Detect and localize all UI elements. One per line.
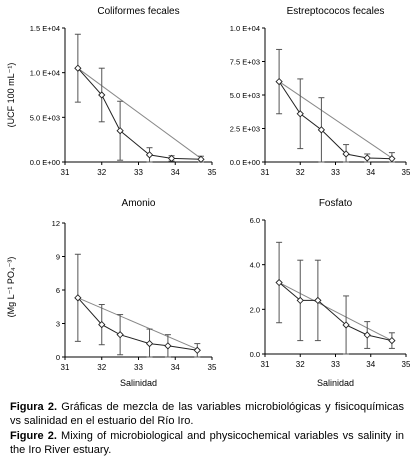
data-point [116, 127, 124, 135]
data-point [314, 296, 322, 305]
x-tick-label: 31 [61, 168, 70, 177]
x-tick-label: 31 [261, 360, 270, 369]
chart-title: Coliformes fecales [97, 6, 179, 17]
x-tick-label: 32 [296, 360, 305, 369]
chart-title: Estreptococos fecales [287, 6, 385, 17]
mixing-line [278, 81, 393, 159]
data-point [164, 342, 172, 350]
chart-panel-3: Amonio 0 3 6 9 12 31 32 33 34 35 Salinidad [52, 198, 217, 388]
x-tick-label: 34 [171, 168, 180, 177]
data-point [388, 155, 396, 163]
caption-spanish: Figura 2. Gráficas de mezcla de las vari… [10, 401, 404, 428]
data-point [275, 278, 283, 287]
data-point [342, 321, 350, 329]
y-tick-label: 1.0 E+04 [30, 69, 60, 78]
data-point [317, 126, 326, 134]
x-tick-label: 33 [134, 363, 143, 372]
x-tick-label: 35 [208, 363, 217, 372]
y-tick-label: 0.0 E+00 [30, 158, 60, 167]
y-tick-label: 5.0 E+03 [230, 91, 260, 100]
chart-panel-1: Coliformes fecales 0.0 E+00 5.0 E+03 1.0 E+… [6, 6, 217, 177]
data-point [74, 64, 82, 72]
y-tick-label: 2.0 [250, 305, 260, 314]
x-tick-label: 33 [331, 168, 340, 177]
data-point [296, 296, 304, 305]
data-point [388, 336, 396, 345]
data-line [278, 282, 393, 342]
x-tick-label: 32 [97, 168, 106, 177]
y-tick-label: 0.0 E+00 [230, 158, 260, 167]
mixing-line [77, 297, 198, 350]
chart-title: Amonio [122, 198, 156, 209]
figure-caption: Figura 2. Gráficas de mezcla de las vari… [10, 401, 404, 457]
caption-spanish-text: Gráficas de mezcla de las variables micr… [10, 401, 405, 427]
y-tick-label: 1.5 E+04 [30, 24, 60, 33]
x-tick-label: 32 [97, 363, 106, 372]
data-point [98, 91, 106, 99]
x-tick-label: 31 [261, 168, 270, 177]
x-axis-label: Salinidad [317, 378, 354, 388]
data-point [98, 320, 106, 329]
data-point [197, 155, 205, 163]
x-tick-label: 31 [61, 363, 70, 372]
y-tick-label: 5.0 E+03 [30, 113, 60, 122]
data-point [363, 331, 371, 339]
y-tick-label: 0 [56, 353, 60, 362]
x-tick-label: 34 [366, 360, 375, 369]
caption-english: Figure 2. Mixing of microbiological and … [10, 430, 404, 457]
data-point [193, 346, 201, 354]
x-tick-label: 33 [331, 360, 340, 369]
chart-panel-4: Fosfato 0.0 2.0 4.0 6.0 31 32 33 34 35 Salinidad (M… [6, 198, 410, 388]
y-tick-label: 6.0 [250, 216, 260, 225]
caption-spanish-label: Figura 2. [10, 401, 58, 413]
mixing-line [278, 282, 393, 342]
data-point [342, 150, 350, 158]
y-axis-label: (UCF 100 mL⁻¹) [6, 63, 16, 128]
data-point [363, 154, 371, 162]
y-tick-label: 1.0 E+04 [230, 24, 260, 33]
chart-title: Fosfato [319, 198, 353, 209]
x-tick-label: 32 [296, 168, 305, 177]
mixing-line [77, 67, 202, 159]
data-point [116, 331, 124, 339]
data-point [296, 110, 304, 118]
x-tick-label: 35 [402, 360, 410, 369]
caption-english-text: Mixing of microbiological and physicoche… [10, 430, 405, 456]
x-tick-label: 33 [134, 168, 143, 177]
chart-panel-2: Estreptococos fecales 0.0 E+00 2.5 E+03 5.0… [230, 6, 410, 177]
data-line [278, 81, 392, 160]
y-tick-label: 7.5 E+03 [230, 58, 260, 67]
y-tick-label: 9 [56, 253, 60, 262]
x-axis-label: Salinidad [120, 378, 157, 388]
figure-panels: Coliformes fecales 0.0 E+00 5.0 E+03 1.0 E+… [6, 6, 410, 388]
caption-english-label: Figure 2. [10, 430, 57, 442]
data-point [145, 339, 154, 348]
y-tick-label: 3 [56, 320, 60, 329]
data-point [167, 154, 176, 163]
data-line [77, 297, 198, 351]
data-line [77, 67, 202, 160]
x-tick-label: 35 [208, 168, 217, 177]
y-tick-label: 4.0 [250, 261, 260, 270]
y-tick-label: 2.5 E+03 [230, 125, 260, 134]
y-tick-label: 12 [52, 219, 60, 228]
x-tick-label: 35 [402, 168, 410, 177]
x-tick-label: 34 [171, 363, 180, 372]
data-point [275, 77, 283, 86]
y-tick-label: 0.0 [250, 350, 260, 359]
y-axis-label: (Mg L⁻¹ PO₄⁻³) [6, 257, 16, 318]
data-point [74, 294, 82, 302]
x-tick-label: 34 [366, 168, 375, 177]
data-point [145, 151, 154, 159]
y-tick-label: 6 [56, 286, 60, 295]
